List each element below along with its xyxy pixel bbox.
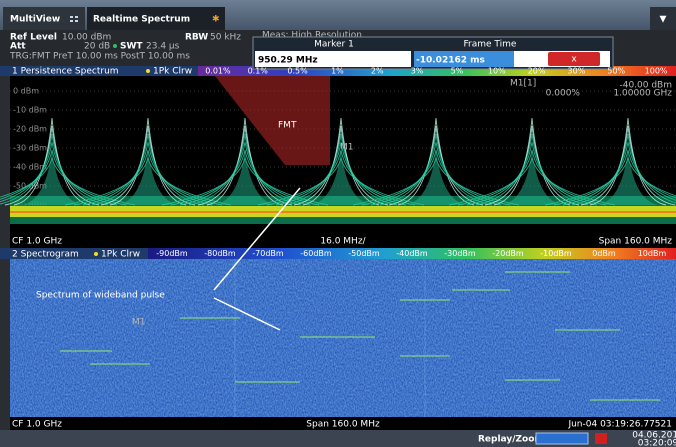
scale-label: 10dBm (638, 249, 667, 258)
window2-trace: 1Pk Clrw (101, 250, 140, 260)
analyzer-screen: MultiView Realtime Spectrum ✱ ▼ Ref Leve… (0, 0, 676, 447)
scale-label: 0dBm (592, 249, 616, 258)
window1-title: 1 Persistence Spectrum (12, 67, 119, 77)
status-mode: Replay/Zoom (478, 435, 544, 445)
noise-band-peak (10, 211, 676, 213)
scale-label: -40dBm (396, 249, 428, 258)
timestamp: Jun-04 03:19:26.77521 (567, 420, 672, 430)
swt-label: SWT (120, 42, 143, 52)
swt-value: 23.4 µs (146, 42, 180, 52)
scale-label: -90dBm (156, 249, 188, 258)
span: Span 160.0 MHz (599, 237, 673, 247)
rbw-value: 50 kHz (210, 33, 241, 43)
trace-dot (146, 69, 150, 73)
tab-label: MultiView (10, 15, 60, 25)
scale-label: 100% (645, 67, 668, 76)
rbw-label: RBW (185, 33, 208, 43)
trigger-info: TRG:FMT PreT 10.00 ms PostT 10.00 ms (9, 52, 190, 62)
y-axis-label: -30 dBm (13, 144, 47, 153)
center-frequency: CF 1.0 GHz (12, 420, 62, 430)
scale-label: 1% (331, 67, 344, 76)
window2-title: 2 Spectrogram (12, 250, 79, 260)
scale-label: -60dBm (300, 249, 332, 258)
marker-info-freq: 1.00000 GHz (613, 89, 672, 99)
marker-input-value: 950.29 MHz (258, 56, 318, 66)
frame-input-value: -10.02162 ms (416, 56, 485, 66)
scale-label: 3% (411, 67, 424, 76)
dropdown-arrow: ▼ (660, 15, 667, 25)
marker-info-name: M1[1] (510, 79, 536, 89)
span: Span 160.0 MHz (306, 420, 380, 430)
scale-label: -80dBm (204, 249, 236, 258)
scale-label: -50dBm (348, 249, 380, 258)
scale-label: 0.5% (287, 67, 308, 76)
close-label: x (571, 55, 577, 65)
replay-progress[interactable] (536, 433, 588, 444)
status-dot (113, 44, 117, 48)
scale-label: -20dBm (492, 249, 524, 258)
division: 16.0 MHz/ (320, 237, 366, 247)
scale-label: -70dBm (252, 249, 284, 258)
scale-label: 0.01% (205, 67, 231, 76)
att-value: 20 dB (84, 42, 110, 52)
window1-trace: 1Pk Clrw (153, 67, 192, 77)
scale-label: 0.1% (248, 67, 269, 76)
scale-label: 20% (528, 67, 546, 76)
marker-label: M1 (340, 143, 354, 153)
tab-label: Realtime Spectrum (93, 15, 190, 25)
scale-label: 10% (488, 67, 506, 76)
y-axis-label: 0 dBm (13, 87, 39, 96)
scale-label: 50% (607, 67, 625, 76)
status-time: 03:20:09 (638, 439, 676, 447)
record-icon[interactable] (595, 433, 607, 444)
star-icon: ✱ (212, 15, 220, 25)
y-axis-label: -20 dBm (13, 125, 47, 134)
fmt-annotation: FMT (278, 121, 297, 131)
center-frequency: CF 1.0 GHz (12, 237, 62, 247)
page: {"tabs": {"multiview": "MultiView", "rea… (0, 0, 676, 447)
scale-label: -30dBm (444, 249, 476, 258)
pulse-annotation: Spectrum of wideband pulse (36, 291, 165, 301)
trace-dot (94, 252, 98, 256)
dialog-marker-label: Marker 1 (314, 40, 354, 50)
marker-info-percent: 0.000% (546, 89, 581, 99)
att-label: Att (10, 42, 26, 52)
y-axis-label: -10 dBm (13, 106, 47, 115)
marker-label: M1 (132, 318, 146, 328)
spectrogram-noise (10, 259, 676, 417)
scale-label: -10dBm (540, 249, 572, 258)
scale-label: 2% (371, 67, 384, 76)
scale-label: 30% (568, 67, 586, 76)
scale-label: 5% (451, 67, 464, 76)
dialog-frame-label: Frame Time (464, 40, 517, 50)
